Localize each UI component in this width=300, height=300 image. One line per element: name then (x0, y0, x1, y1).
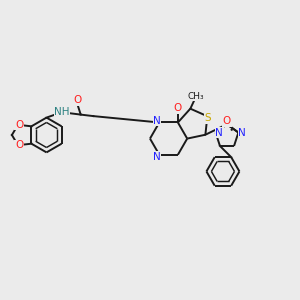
Text: N: N (153, 152, 161, 161)
Text: N: N (215, 128, 223, 137)
Text: NH: NH (54, 107, 70, 117)
Text: O: O (73, 95, 81, 105)
Text: N: N (153, 116, 161, 126)
Text: N: N (238, 128, 246, 137)
Text: CH₃: CH₃ (187, 92, 204, 100)
Text: S: S (205, 113, 211, 123)
Text: O: O (223, 116, 231, 126)
Text: O: O (174, 103, 182, 113)
Text: O: O (15, 120, 23, 130)
Text: O: O (15, 140, 23, 150)
